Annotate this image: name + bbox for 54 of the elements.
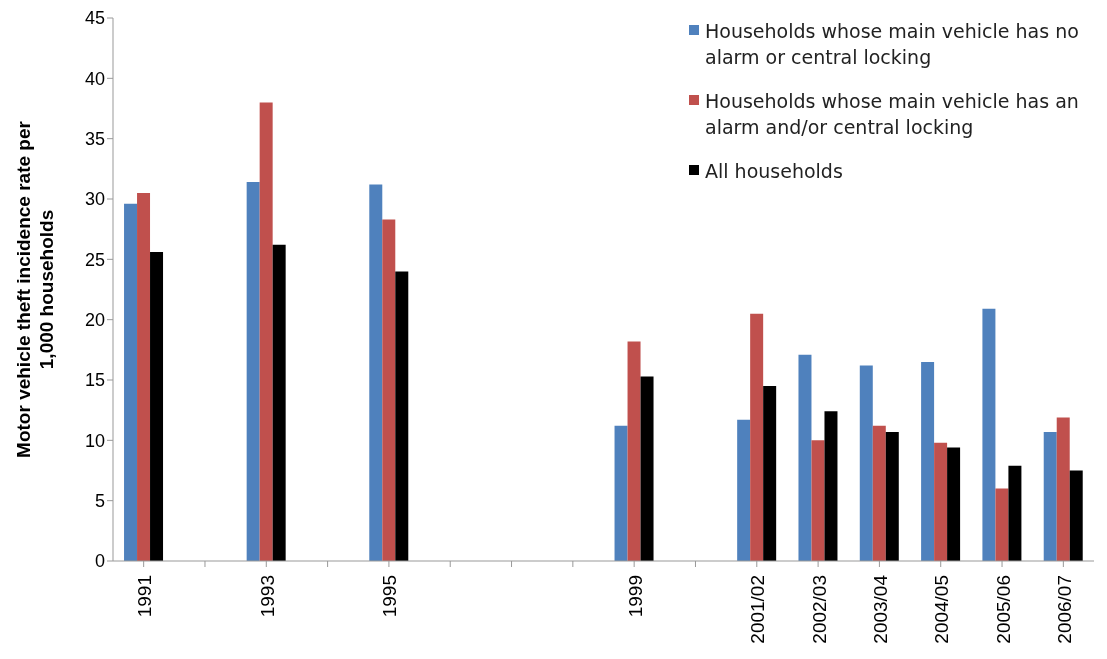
- y-tick-label: 40: [84, 68, 105, 89]
- bar: [246, 182, 260, 561]
- bar: [1056, 417, 1070, 561]
- bar: [811, 440, 825, 561]
- x-tick-label: 1995: [379, 575, 401, 618]
- bar: [272, 244, 286, 561]
- y-tick-label: 0: [94, 551, 105, 572]
- bar: [627, 341, 641, 561]
- legend-label: Households whose main vehicle has an alarm and/or central locking: [705, 89, 1080, 140]
- y-tick-label: 45: [84, 8, 105, 29]
- bar: [1043, 431, 1057, 561]
- bar: [934, 442, 948, 561]
- bar: [824, 411, 838, 561]
- bar: [995, 488, 1009, 561]
- y-tick-label: 5: [94, 491, 105, 512]
- bar: [921, 361, 935, 561]
- y-tick-label: 20: [84, 310, 105, 331]
- x-tick-label: 2003/04: [869, 574, 891, 644]
- bar: [640, 376, 654, 561]
- legend-label: Households whose main vehicle has no alarm or central locking: [705, 19, 1080, 70]
- y-tick-label: 35: [84, 129, 105, 150]
- bar: [124, 203, 138, 561]
- x-tick-label: 2002/03: [808, 575, 830, 644]
- bar: [859, 365, 873, 561]
- y-tick-label: 10: [84, 430, 105, 451]
- bar: [395, 271, 409, 561]
- x-tick-label: 2001/02: [747, 575, 769, 644]
- bar: [982, 308, 996, 561]
- bar: [872, 425, 886, 561]
- bar: [1069, 470, 1083, 561]
- y-axis-title: Motor vehicle theft incidence rate per 1,000 households: [13, 120, 57, 458]
- bar: [763, 386, 777, 561]
- x-tick-label: 1993: [256, 575, 278, 618]
- bar: [137, 192, 151, 561]
- y-tick-label: 15: [84, 370, 105, 391]
- legend-label: All households: [705, 159, 843, 184]
- x-tick-label: 2006/07: [1053, 575, 1075, 644]
- bar: [369, 184, 383, 561]
- y-tick-label: 25: [84, 249, 105, 270]
- bar: [382, 219, 396, 561]
- x-tick-label: 2005/06: [992, 575, 1014, 644]
- x-tick-label: 1991: [134, 575, 156, 618]
- bar: [798, 354, 812, 561]
- bar: [737, 419, 751, 561]
- x-tick-label: 2004/05: [931, 575, 953, 644]
- bar: [1008, 465, 1022, 561]
- bar: [614, 425, 628, 561]
- bar: [947, 447, 961, 561]
- bar: [885, 431, 899, 561]
- bar: [259, 102, 273, 561]
- y-tick-label: 30: [84, 189, 105, 210]
- x-tick-label: 1999: [624, 575, 646, 618]
- bar: [150, 252, 164, 561]
- bar: [750, 313, 764, 561]
